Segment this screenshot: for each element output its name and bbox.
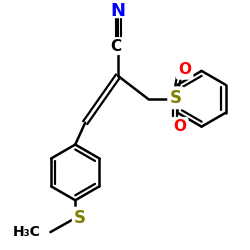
Text: C: C xyxy=(110,38,122,54)
Text: S: S xyxy=(74,209,86,227)
Text: N: N xyxy=(110,2,126,20)
Text: O: O xyxy=(178,62,191,78)
Text: O: O xyxy=(173,119,186,134)
Text: H₃C: H₃C xyxy=(12,225,40,239)
Text: S: S xyxy=(170,89,182,107)
